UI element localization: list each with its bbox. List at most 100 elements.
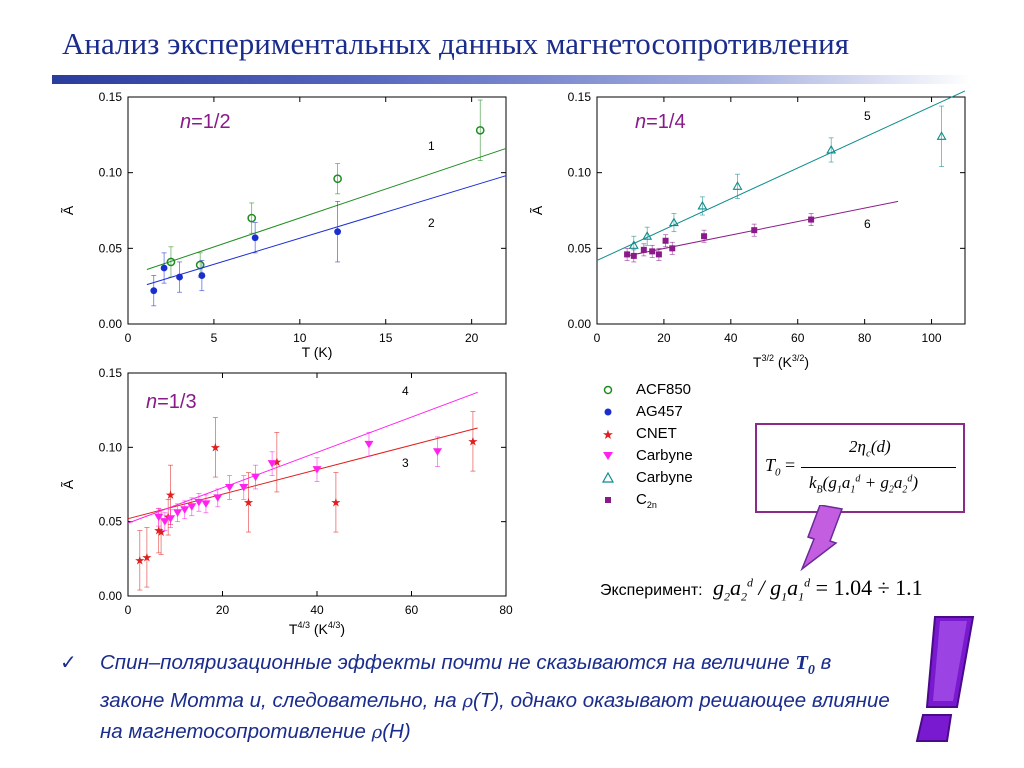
data-point: ★ [142, 550, 153, 564]
y-tick-label: 0.00 [568, 317, 592, 331]
legend-label: ACF850 [636, 381, 692, 398]
data-point [247, 213, 257, 223]
data-point [640, 246, 647, 253]
x-tick-label: 40 [724, 331, 738, 345]
data-point: ★ [153, 524, 164, 538]
triangle-icon [601, 471, 615, 483]
data-point [808, 216, 815, 223]
x-tick-label: 80 [858, 331, 872, 345]
x-tick-label: 10 [293, 331, 307, 345]
data-point [655, 251, 662, 258]
x-tick-label: 5 [211, 331, 218, 345]
conclusion-bullet: ✓ Спин–поляризационные эффекты почти не … [60, 648, 892, 748]
exponent-label: n=1/3 [146, 391, 197, 413]
data-point [751, 227, 758, 234]
y-tick-label: 0.10 [99, 440, 123, 454]
x-axis-label: T4/3 (K4/3) [289, 620, 345, 637]
data-point [312, 466, 322, 474]
x-tick-label: 80 [499, 603, 513, 617]
formula-numerator: 2ηc(d) [849, 437, 891, 460]
y-axis-label: Ã [529, 205, 545, 215]
data-point [267, 460, 277, 468]
data-point [732, 181, 743, 190]
y-tick-label: 0.00 [99, 317, 123, 331]
arrow-icon [800, 505, 844, 572]
fit-line [627, 200, 899, 257]
data-point [669, 245, 676, 252]
y-tick-label: 0.15 [568, 90, 592, 104]
y-axis-label: Ã [60, 479, 76, 489]
formula-box: T0 = 2ηc(d) kB(g1a1d + g2a2d) [755, 423, 965, 513]
data-point [160, 264, 168, 272]
series-2 [146, 175, 507, 307]
chart-t32-panel: 0 20 40 60 80 100 0.00 0.05 0.10 0.15 Ã T3/2 (K3/2)… [529, 90, 966, 370]
plot-frame [127, 96, 507, 325]
legend-label: Carbyne [636, 447, 693, 464]
y-tick-label: 0.00 [99, 589, 123, 603]
open-circle-icon [603, 385, 613, 395]
x-tick-label: 15 [379, 331, 393, 345]
data-point [630, 252, 637, 259]
data-point [251, 473, 261, 482]
y-tick-label: 0.10 [99, 166, 123, 180]
formula-denominator: kB(g1a1d + g2a2d) [809, 473, 918, 496]
y-axis-label: Ã [60, 205, 76, 215]
data-point [166, 515, 176, 523]
series-label: 4 [402, 384, 409, 398]
data-point [201, 500, 211, 508]
formula-lhs: T0 = [765, 455, 796, 479]
fit-line [127, 427, 478, 520]
x-tick-label: 20 [216, 603, 230, 617]
data-point [826, 144, 837, 154]
data-point [166, 257, 176, 267]
fraction-line [801, 467, 956, 468]
x-axis-label: T3/2 (K3/2) [753, 353, 809, 370]
series-4 [127, 391, 478, 531]
data-point: ★ [134, 553, 145, 567]
page-title: Анализ экспериментальных данных магнетос… [62, 26, 849, 61]
x-tick-label: 0 [125, 603, 132, 617]
x-tick-label: 20 [465, 331, 479, 345]
star-icon: ★ [602, 427, 614, 442]
x-tick-label: 0 [594, 331, 601, 345]
data-point: ★ [271, 455, 282, 469]
filled-circle-icon [604, 408, 612, 416]
data-point [662, 237, 669, 244]
data-point [364, 440, 374, 449]
data-point [334, 228, 342, 236]
series-5 [596, 90, 966, 261]
series-6 [624, 200, 899, 263]
data-point [225, 483, 235, 492]
triangle-down-icon [603, 452, 613, 460]
y-tick-label: 0.15 [99, 90, 123, 104]
data-point [180, 506, 190, 514]
x-tick-label: 60 [791, 331, 805, 345]
data-point: ★ [331, 495, 342, 509]
y-tick-label: 0.05 [99, 241, 123, 255]
conclusion-text: Спин–поляризационные эффекты почти не ск… [100, 651, 890, 744]
series-label: 3 [402, 456, 409, 470]
x-tick-label: 100 [922, 331, 942, 345]
chart-t43-panel: 0 20 40 60 80 0.00 0.05 0.10 0.15 Ã T4/3 (K4/3) n=1… [60, 366, 513, 637]
data-point [649, 248, 656, 255]
chart-t-panel: 0 5 10 15 20 0.00 0.05 0.10 0.15 Ã T (K) n=1/2 1 2 [60, 90, 507, 360]
fit-line [596, 90, 966, 261]
checkmark-icon: ✓ [60, 652, 77, 674]
data-point [936, 131, 947, 140]
exponent-label: n=1/2 [180, 111, 231, 133]
data-point [642, 231, 653, 240]
x-tick-label: 0 [125, 331, 132, 345]
data-point [198, 272, 206, 279]
series-1 [146, 99, 507, 278]
fit-line [127, 391, 478, 524]
data-point [150, 287, 158, 295]
title-underline [52, 75, 972, 84]
svg-text:★: ★ [602, 427, 614, 442]
data-point [160, 518, 170, 526]
y-tick-label: 0.15 [99, 366, 123, 380]
experiment-line: Эксперимент: g2a2d / g1a1d = 1.04 ÷ 1.1 [600, 575, 923, 604]
data-point [154, 513, 164, 522]
data-point [173, 509, 183, 517]
data-point [187, 503, 197, 511]
